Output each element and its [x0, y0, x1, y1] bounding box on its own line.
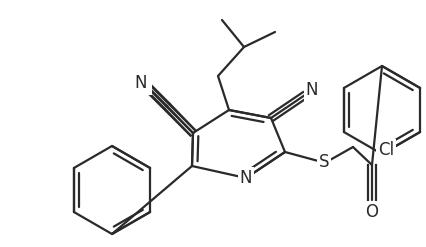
- Text: N: N: [305, 81, 317, 99]
- Text: S: S: [318, 153, 328, 171]
- Text: Cl: Cl: [377, 141, 393, 159]
- Text: N: N: [135, 74, 147, 92]
- Text: N: N: [239, 169, 252, 187]
- Text: O: O: [365, 203, 377, 221]
- Text: N: N: [138, 75, 150, 93]
